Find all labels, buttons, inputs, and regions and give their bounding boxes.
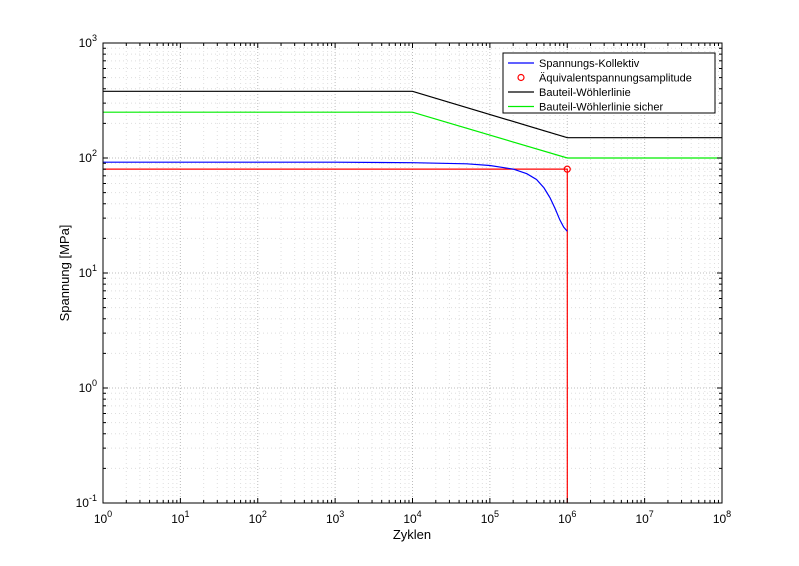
grid (102, 43, 722, 504)
x-tick-label: 103 (326, 509, 344, 526)
tick-label-base: 10 (558, 512, 572, 526)
tick-label-exponent: -1 (89, 493, 97, 503)
tick-label-exponent: 7 (649, 509, 654, 519)
x-tick-label: 101 (171, 509, 189, 526)
series-line-4 (103, 111, 722, 159)
legend-label: Bauteil-Wöhlerlinie sicher (539, 102, 663, 114)
equivalent-stress-reference-line (103, 168, 568, 503)
tick-label-exponent: 1 (92, 263, 97, 273)
series-line-1 (103, 161, 568, 232)
series-marker-2 (563, 165, 571, 173)
y-tick-label: 103 (79, 33, 97, 50)
axis-ticks (102, 43, 722, 504)
tick-label-exponent: 3 (92, 33, 97, 43)
x-axis-label: Zyklen (393, 527, 431, 542)
tick-label-exponent: 0 (92, 378, 97, 388)
legend-label: Äquivalentspannungsamplitude (539, 73, 692, 85)
legend-label: Bauteil-Wöhlerlinie (539, 87, 631, 99)
y-tick-label: 100 (79, 378, 97, 395)
tick-label-base: 10 (403, 512, 417, 526)
legend: Spannungs-Kollektiv Äquivalentspannungsam… (502, 52, 716, 114)
plot-series (103, 90, 722, 503)
tick-label-base: 10 (481, 512, 495, 526)
tick-label-base: 10 (249, 512, 263, 526)
y-axis-label: Spannung [MPa] (57, 225, 72, 322)
y-tick-label: 101 (79, 263, 97, 280)
tick-label-base: 10 (326, 512, 340, 526)
tick-label-base: 10 (79, 266, 93, 280)
tick-label-exponent: 6 (571, 509, 576, 519)
y-tick-label: 10-1 (76, 493, 97, 510)
tick-label-exponent: 8 (726, 509, 731, 519)
y-tick-label: 102 (79, 148, 97, 165)
x-tick-label: 107 (635, 509, 653, 526)
legend-swatch (517, 73, 525, 82)
tick-label-exponent: 2 (262, 509, 267, 519)
series-line-3 (103, 90, 722, 139)
legend-box (502, 52, 716, 114)
x-tick-label: 102 (249, 509, 267, 526)
tick-label-exponent: 2 (92, 148, 97, 158)
tick-label-base: 10 (79, 151, 93, 165)
legend-label: Spannungs-Kollektiv (539, 58, 640, 70)
tick-label-exponent: 1 (185, 509, 190, 519)
tick-label-base: 10 (171, 512, 185, 526)
x-tick-labels: 100 101 102 103 104 105 106 107 108 (94, 509, 731, 526)
x-tick-label: 104 (403, 509, 421, 526)
tick-label-base: 10 (635, 512, 649, 526)
tick-label-base: 10 (79, 381, 93, 395)
tick-label-base: 10 (713, 512, 727, 526)
x-tick-label: 105 (481, 509, 499, 526)
tick-label-exponent: 0 (107, 509, 112, 519)
tick-label-base: 10 (79, 36, 93, 50)
tick-label-exponent: 3 (339, 509, 344, 519)
tick-label-base: 10 (94, 512, 108, 526)
tick-label-exponent: 5 (494, 509, 499, 519)
tick-label-exponent: 4 (417, 509, 422, 519)
x-tick-label: 106 (558, 509, 576, 526)
tick-label-base: 10 (76, 496, 90, 510)
x-tick-label: 108 (713, 509, 731, 526)
x-tick-label: 100 (94, 509, 112, 526)
